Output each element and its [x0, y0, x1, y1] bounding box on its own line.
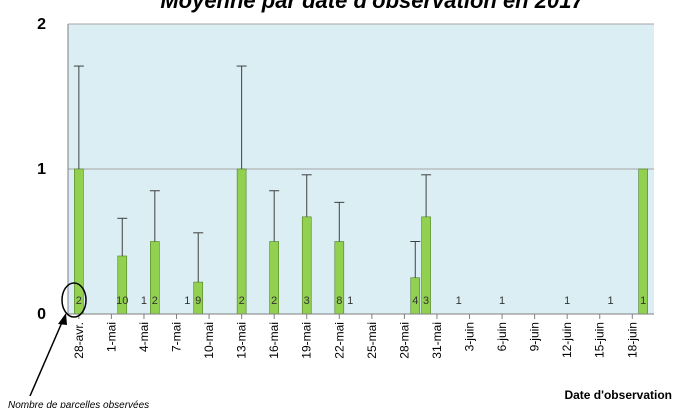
x-axis-ticks: 28-avr. 1-mai 4-mai 7-mai 10-mai 13-mai 16-mai…	[72, 314, 639, 359]
count-label: 1	[347, 295, 353, 307]
x-tick-label: 6-juin	[495, 322, 509, 351]
x-tick-label: 18-juin	[625, 322, 639, 358]
x-tick-label: 25-mai	[365, 322, 379, 359]
x-tick-label: 16-mai	[267, 322, 281, 359]
count-label: 8	[336, 295, 342, 307]
y-tick-label: 0	[37, 306, 46, 323]
y-tick-label: 2	[37, 16, 46, 33]
gridlines	[68, 23, 654, 170]
count-label: 2	[271, 295, 277, 307]
x-tick-label: 13-mai	[235, 322, 249, 359]
x-tick-label: 4-mai	[137, 322, 151, 352]
x-tick-label: 1-mai	[104, 322, 118, 352]
count-label: 1	[640, 295, 646, 307]
count-label: 3	[304, 295, 310, 307]
bar	[638, 168, 648, 315]
error-bars	[73, 65, 432, 283]
count-label: 1	[499, 295, 505, 307]
count-label: 3	[423, 295, 429, 307]
x-axis-label: Date d'observation	[564, 388, 672, 402]
annotation-note: Nombre de parcelles observées	[8, 400, 149, 408]
x-tick-label: 19-mai	[300, 322, 314, 359]
x-tick-label: 31-mai	[430, 322, 444, 359]
count-label: 10	[116, 295, 128, 307]
x-tick-label: 9-juin	[528, 322, 542, 351]
count-label: 1	[456, 295, 462, 307]
annotation-arrow	[29, 319, 64, 397]
count-label: 2	[239, 295, 245, 307]
count-label: 1	[608, 295, 614, 307]
x-tick-label: 22-mai	[332, 322, 346, 359]
x-tick-label: 10-mai	[202, 322, 216, 359]
count-label: 2	[76, 295, 82, 307]
annotation-circle	[61, 282, 87, 318]
bar	[236, 168, 247, 315]
bars	[74, 168, 648, 315]
count-label: 9	[195, 295, 201, 307]
count-labels: 2 10 1 2 1 9 2 2 3 8 1 4 3 1 1 1 1 1	[76, 295, 646, 307]
y-tick-label: 1	[37, 161, 46, 178]
count-label: 2	[152, 295, 158, 307]
annotation-arrowhead	[58, 313, 67, 325]
x-tick-label: 15-juin	[593, 322, 607, 358]
count-label: 1	[141, 295, 147, 307]
x-tick-label: 28-mai	[397, 322, 411, 359]
x-tick-label: 28-avr.	[72, 322, 86, 359]
y-axis-ticks: 0 1 2	[37, 16, 46, 323]
chart-title: Moyenne par date d'observation en 2017	[160, 0, 585, 13]
x-tick-label: 3-juin	[463, 322, 477, 351]
count-label: 1	[564, 295, 570, 307]
count-label: 4	[412, 295, 418, 307]
bar	[74, 168, 84, 315]
x-tick-label: 12-juin	[560, 322, 574, 358]
count-label: 1	[184, 295, 190, 307]
x-tick-label: 7-mai	[170, 322, 184, 352]
